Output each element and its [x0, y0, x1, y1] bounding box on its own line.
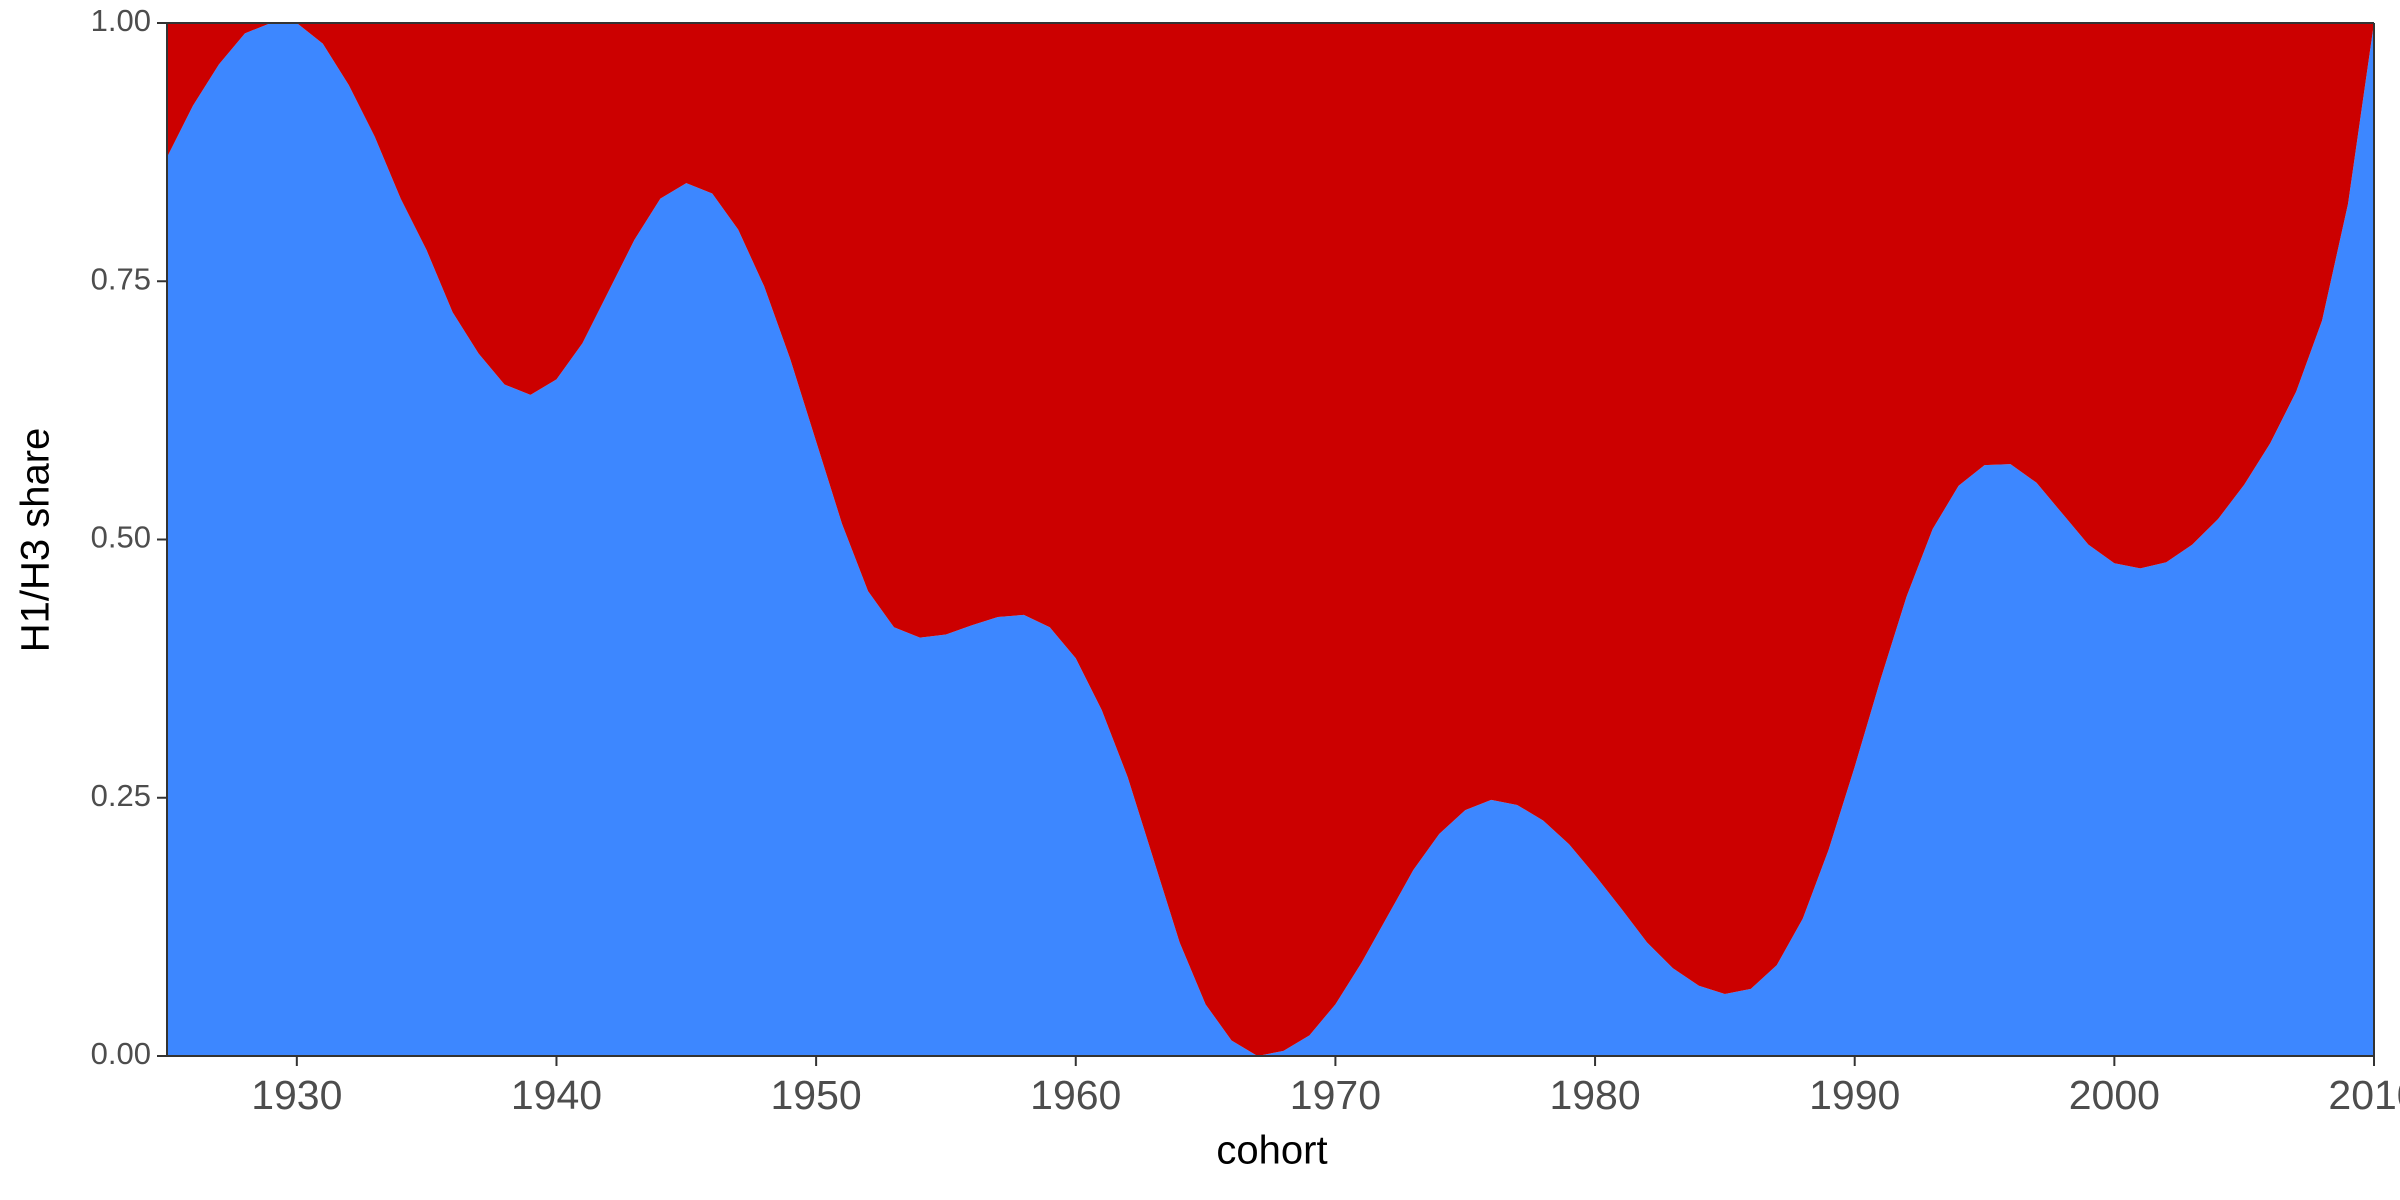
- y-tick-label: 0.50: [91, 520, 151, 555]
- x-tick-label: 1980: [1549, 1072, 1640, 1118]
- x-tick-label: 1940: [511, 1072, 602, 1118]
- y-tick-label: 1.00: [91, 3, 151, 38]
- x-tick-label: 1990: [1809, 1072, 1900, 1118]
- x-tick-label: 2010: [2328, 1072, 2400, 1118]
- y-tick-label: 0.75: [91, 261, 151, 296]
- y-axis-title: H1/H3 share: [14, 428, 58, 653]
- x-tick-label: 1960: [1030, 1072, 1121, 1118]
- area: [167, 23, 2374, 1056]
- x-tick-label: 2000: [2069, 1072, 2160, 1118]
- area: [167, 23, 2374, 1056]
- x-tick-label: 1950: [771, 1072, 862, 1118]
- x-axis-title: cohort: [1216, 1129, 1327, 1173]
- x-tick-label: 1930: [251, 1072, 342, 1118]
- y-tick-label: 0.25: [91, 778, 151, 813]
- y-tick-label: 0.00: [91, 1036, 151, 1071]
- x-tick-label: 1970: [1290, 1072, 1381, 1118]
